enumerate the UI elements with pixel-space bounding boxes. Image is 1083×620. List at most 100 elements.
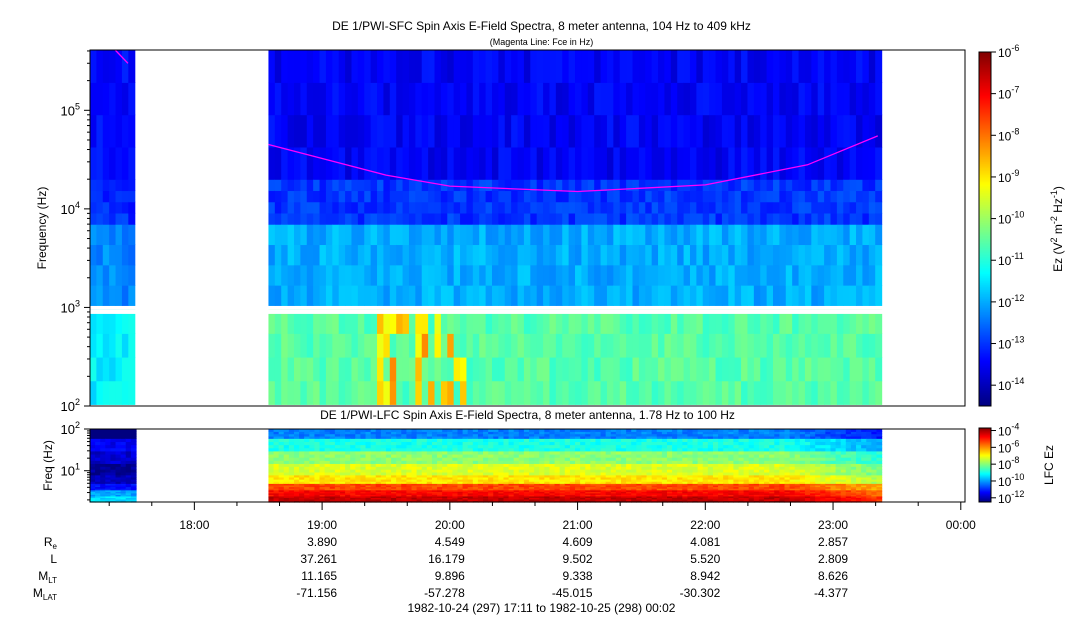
spectrogram-cell xyxy=(646,438,653,442)
spectrogram-cell xyxy=(702,356,710,382)
spectrogram-cell xyxy=(95,498,101,502)
spectrogram-cell xyxy=(365,444,372,449)
spectrogram-cell xyxy=(575,201,583,214)
spectrogram-cell xyxy=(529,469,535,473)
spectrogram-cell xyxy=(324,463,331,467)
spectrogram-cell xyxy=(613,333,621,358)
colorbar-cell xyxy=(979,395,991,397)
spectrogram-cell xyxy=(421,264,429,286)
spectrogram-cell xyxy=(564,484,571,488)
spectrogram-cell xyxy=(529,435,535,439)
colorbar-cell xyxy=(979,89,991,91)
spectrogram-cell xyxy=(360,481,367,484)
spectrogram-cell xyxy=(447,479,453,482)
spectrogram-cell xyxy=(632,244,640,266)
spectrogram-cell xyxy=(824,179,832,192)
spectrogram-cell xyxy=(421,469,428,473)
spectrogram-cell xyxy=(605,491,612,494)
spectrogram-cell xyxy=(375,483,382,486)
spectrogram-cell xyxy=(402,356,410,382)
spectrogram-cell xyxy=(334,447,341,452)
spectrogram-cell xyxy=(677,264,685,286)
spectrogram-cell xyxy=(613,50,621,83)
spectrogram-cell xyxy=(672,497,678,500)
spectrogram-cell xyxy=(453,244,461,266)
spectrogram-cell xyxy=(96,190,104,203)
spectrogram-cell xyxy=(626,82,634,116)
spectrogram-cell xyxy=(447,431,453,435)
spectrogram-cell xyxy=(843,114,851,148)
spectrogram-cell xyxy=(518,498,525,502)
spectrogram-cell xyxy=(626,479,632,482)
spectrogram-cell xyxy=(355,433,362,437)
spectrogram-cell xyxy=(329,463,336,467)
spectrogram-cell xyxy=(334,497,341,500)
spectrogram-cell xyxy=(385,433,392,437)
spectrogram-cell xyxy=(651,488,658,491)
spectrogram-cell xyxy=(415,356,423,382)
spectrogram-cell xyxy=(513,466,520,470)
spectrogram-cell xyxy=(383,146,391,180)
spectrogram-cell xyxy=(457,444,464,449)
spectrogram-cell xyxy=(447,495,453,498)
colorbar-cell xyxy=(979,338,991,340)
spectrogram-cell xyxy=(585,466,591,470)
spectrogram-cell xyxy=(523,179,531,192)
spectrogram-cell xyxy=(575,481,581,484)
spectrogram-cell xyxy=(293,380,301,405)
spectrogram-cell xyxy=(283,460,290,464)
spectrogram-cell xyxy=(682,483,689,486)
spectrogram-cell xyxy=(447,438,453,442)
spectrogram-cell xyxy=(304,476,310,480)
spectrogram-cell xyxy=(288,489,295,492)
spectrogram-cell xyxy=(615,471,622,476)
spectrogram-cell xyxy=(431,492,438,495)
spectrogram-cell xyxy=(434,380,442,405)
spectrogram-cell xyxy=(329,489,336,492)
spectrogram-cell xyxy=(462,492,469,495)
spectrogram-cell xyxy=(309,431,316,435)
spectrogram-cell xyxy=(452,483,459,486)
spectrogram-cell xyxy=(868,179,876,192)
spectrogram-cell xyxy=(268,285,276,306)
colorbar-cell xyxy=(979,297,991,299)
spectrogram-cell xyxy=(632,179,640,192)
spectrogram-cell xyxy=(426,431,433,435)
spectrogram-cell xyxy=(534,495,540,498)
spectrogram-cell xyxy=(856,244,864,266)
spectrogram-cell xyxy=(299,481,305,484)
spectrogram-cell xyxy=(339,457,346,461)
spectrogram-cell xyxy=(391,466,397,470)
spectrogram-cell xyxy=(110,497,117,500)
spectrogram-cell xyxy=(836,190,844,203)
spectrogram-cell xyxy=(370,431,377,435)
spectrogram-cell xyxy=(773,380,780,405)
spectrogram-cell xyxy=(421,495,428,498)
spectrogram-cell xyxy=(709,50,717,83)
spectrogram-cell xyxy=(702,264,710,286)
spectrogram-cell xyxy=(518,489,525,492)
colorbar-cell xyxy=(979,96,991,98)
spectrogram-cell xyxy=(360,453,367,458)
spectrogram-cell xyxy=(508,453,515,458)
spectrogram-cell xyxy=(830,333,838,358)
spectrogram-cell xyxy=(636,494,643,497)
spectrogram-cell xyxy=(636,488,643,491)
spectrogram-cell xyxy=(102,212,110,225)
spectrogram-cell xyxy=(785,356,793,382)
spectrogram-cell xyxy=(585,471,591,476)
spectrogram-cell xyxy=(95,471,101,476)
spectrogram-cell xyxy=(696,201,704,214)
spectrogram-cell xyxy=(278,492,285,495)
colorbar-cell xyxy=(979,258,991,260)
spectrogram-cell xyxy=(518,476,525,480)
spectrogram-cell xyxy=(452,479,459,482)
spectrogram-cell xyxy=(306,244,314,266)
spectrogram-cell xyxy=(503,438,510,442)
spectrogram-cell xyxy=(396,146,404,180)
spectrogram-cell xyxy=(324,433,331,437)
spectrogram-cell xyxy=(600,474,607,478)
spectrogram-cell xyxy=(283,489,290,492)
spectrogram-cell xyxy=(309,497,316,500)
spectrogram-cell xyxy=(293,471,300,476)
